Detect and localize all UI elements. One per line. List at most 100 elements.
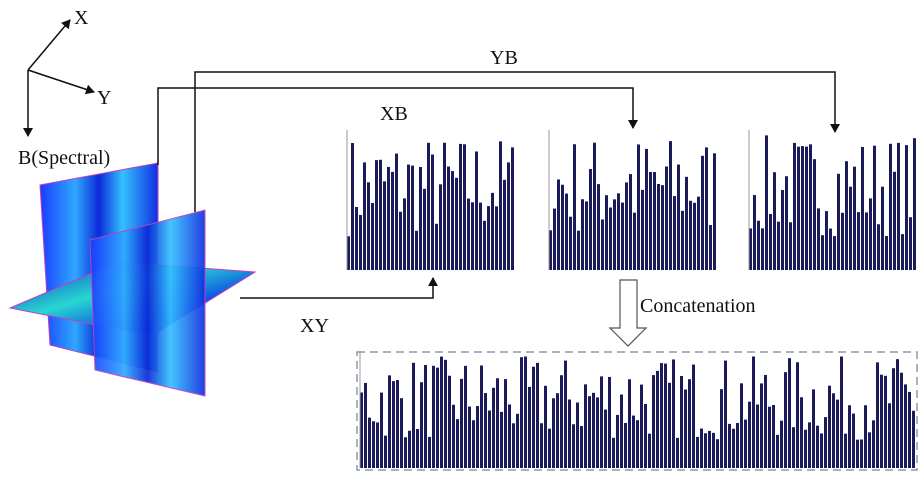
histogram-bar	[568, 400, 571, 468]
histogram-bar	[865, 212, 868, 270]
histogram-bar	[363, 162, 366, 270]
histogram-bar	[720, 389, 723, 468]
histogram-bar	[769, 214, 772, 270]
histogram-bar	[869, 198, 872, 270]
histogram-bar	[407, 165, 410, 270]
histogram-bar	[761, 228, 764, 270]
histogram-bar	[709, 225, 712, 270]
histogram-bar	[484, 393, 487, 468]
histogram-bar	[648, 434, 651, 468]
histogram-bar	[680, 376, 683, 468]
histogram-bar	[569, 217, 572, 270]
histogram-bar	[573, 144, 576, 270]
histogram-bar	[416, 429, 419, 468]
histogram-bar	[508, 404, 511, 468]
histogram-bar	[532, 367, 535, 468]
histogram-bar	[495, 206, 498, 270]
histogram-bar	[825, 211, 828, 270]
histogram-bar	[861, 147, 864, 270]
histogram-bar	[868, 432, 871, 468]
histogram-bar	[371, 203, 374, 270]
histogram-bar	[624, 423, 627, 468]
histogram-bar	[880, 375, 883, 468]
histogram-bar	[896, 359, 899, 468]
histogram-bar	[609, 208, 612, 270]
yb-connector	[195, 72, 835, 212]
histogram-bar	[399, 212, 402, 270]
histogram-bar	[423, 189, 426, 270]
histogram-bar	[797, 147, 800, 270]
histogram-bar	[388, 375, 391, 468]
histogram-bar	[400, 398, 403, 468]
histogram-bar	[772, 405, 775, 468]
histogram-bar	[665, 166, 668, 270]
histogram-bar	[593, 143, 596, 270]
histogram-bar	[540, 423, 543, 468]
histogram-bar	[403, 198, 406, 270]
axis-label: X	[74, 7, 89, 29]
histogram-bar	[689, 201, 692, 270]
histogram-bar	[432, 366, 435, 468]
histogram-bar	[464, 366, 467, 468]
histogram-bar	[439, 184, 442, 270]
histogram-bar	[632, 416, 635, 468]
histogram-bar	[801, 146, 804, 270]
histogram-bar	[881, 187, 884, 270]
histogram-bar	[383, 181, 386, 270]
histogram-bar	[556, 393, 559, 468]
histogram-bar	[536, 363, 539, 468]
histogram-bar	[669, 141, 672, 270]
histogram-bar	[905, 145, 908, 270]
histogram-bar	[376, 422, 379, 468]
histogram-bar	[740, 383, 743, 468]
histogram-bar	[913, 138, 916, 270]
histogram-bar	[516, 414, 519, 468]
histogram-bar	[668, 383, 671, 468]
histogram-bar	[765, 135, 768, 270]
histogram-bar	[836, 400, 839, 468]
histogram-bar	[565, 194, 568, 270]
histogram-bar	[760, 383, 763, 468]
histogram-bar	[716, 439, 719, 468]
histogram-bar	[408, 431, 411, 468]
histogram-bar	[467, 199, 470, 270]
histogram-bar	[520, 357, 523, 468]
histogram-bar	[757, 221, 760, 270]
label: XB	[380, 103, 408, 125]
histogram-bar	[664, 364, 667, 468]
histogram-bar	[820, 433, 823, 468]
histogram-bar	[524, 356, 527, 468]
histogram-bar	[412, 363, 415, 468]
histogram-bar	[792, 427, 795, 468]
histogram-bar	[472, 420, 475, 468]
histogram-bar	[451, 171, 454, 270]
histogram-bar	[507, 162, 510, 270]
histogram-bar	[572, 424, 575, 468]
histogram-bar	[560, 375, 563, 468]
histogram-bar	[649, 172, 652, 270]
histogram-bar	[793, 143, 796, 270]
histogram-bar	[812, 389, 815, 468]
histogram-bar	[676, 438, 679, 468]
axes	[28, 20, 94, 136]
histogram-bar	[380, 393, 383, 468]
histogram-bar	[685, 177, 688, 270]
histogram-bar	[748, 402, 751, 468]
histogram-bar	[480, 365, 483, 468]
histogram-bar	[616, 415, 619, 468]
histogram-bar	[487, 206, 490, 270]
histogram-bar	[785, 176, 788, 270]
histogram-bar	[677, 165, 680, 270]
histogram-bar	[684, 390, 687, 468]
histogram-bar	[701, 156, 704, 270]
histogram-bar	[557, 179, 560, 270]
histogram-bar	[645, 149, 648, 270]
histogram-bar	[384, 436, 387, 468]
histogram-bar	[777, 222, 780, 270]
histogram-bar	[561, 185, 564, 270]
histogram-bar	[673, 196, 676, 270]
histogram-bar	[411, 166, 414, 270]
histogram-bar	[908, 392, 911, 468]
histogram-bar	[805, 147, 808, 270]
histogram-bar	[885, 236, 888, 270]
